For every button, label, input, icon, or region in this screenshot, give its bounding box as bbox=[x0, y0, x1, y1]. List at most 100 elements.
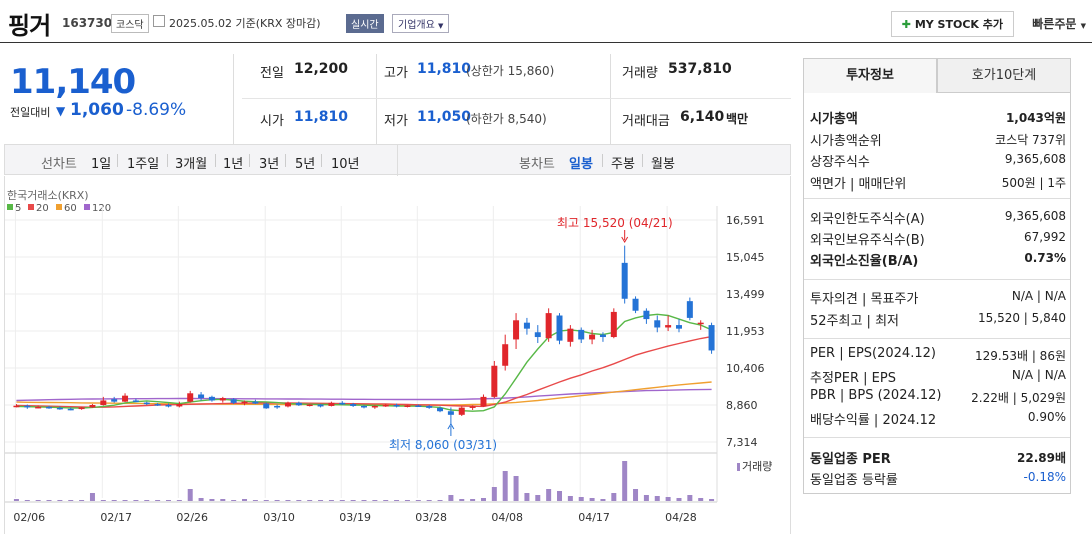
panel-divider bbox=[804, 279, 1070, 280]
volume-bar bbox=[578, 497, 584, 501]
quick-order-button[interactable]: 빠른주문 ▼ bbox=[1032, 15, 1086, 32]
ma-legend-label: 5 bbox=[15, 203, 21, 214]
invest-row-label: 투자의견 | 목표주가 bbox=[810, 292, 919, 307]
volume-bar bbox=[220, 499, 226, 501]
volume-bar bbox=[318, 500, 324, 501]
candle-body bbox=[437, 407, 444, 412]
x-tick-label: 04/17 bbox=[578, 511, 610, 524]
volume-bar bbox=[567, 496, 573, 501]
period-5y[interactable]: 5년 bbox=[295, 157, 316, 172]
tab-invest-info[interactable]: 투자정보 bbox=[803, 58, 937, 93]
volume-bar bbox=[350, 500, 356, 501]
candle-body bbox=[35, 406, 42, 409]
line-chart-label: 선차트 bbox=[41, 157, 77, 172]
panel-divider bbox=[804, 198, 1070, 199]
candle-body bbox=[361, 405, 367, 408]
volume-bar bbox=[133, 500, 139, 501]
divider bbox=[249, 154, 250, 167]
candle-body bbox=[469, 406, 476, 408]
x-tick-label: 02/06 bbox=[13, 511, 45, 524]
candle-body bbox=[697, 322, 704, 325]
volume-bar bbox=[491, 487, 497, 501]
y-tick-label: 15,045 bbox=[726, 251, 765, 264]
volume-bar bbox=[89, 493, 95, 501]
panel-divider bbox=[804, 338, 1070, 339]
candle-body bbox=[143, 402, 150, 405]
invest-row-label: PER | EPS(2024.12) bbox=[810, 346, 936, 361]
candle-body bbox=[502, 344, 509, 366]
low-annotation: 최저 8,060 (03/31) bbox=[389, 438, 497, 452]
amount-value: 6,140 bbox=[680, 109, 725, 125]
volume-bar bbox=[13, 499, 19, 501]
invest-row: 동일업종 PER 22.89배 bbox=[810, 448, 1066, 468]
volume-bar bbox=[328, 500, 334, 501]
company-overview-dropdown[interactable]: 기업개요 ▼ bbox=[392, 14, 450, 33]
volume-bar bbox=[79, 500, 85, 501]
chart-axes: 16,591 15,045 13,499 11,953 10,406 8,860 7,314… bbox=[5, 206, 765, 524]
volume-legend: 거래량 bbox=[742, 460, 772, 473]
date-text: 2025.05.02 기준(KRX 장마감) bbox=[169, 17, 321, 30]
candle-body bbox=[708, 325, 715, 351]
live-button[interactable]: 실시간 bbox=[346, 14, 384, 33]
candle-chart-label: 봉차트 bbox=[519, 157, 555, 172]
chart-source: 한국거래소(KRX) bbox=[7, 189, 89, 202]
tab-order-book[interactable]: 호가10단계 bbox=[937, 58, 1071, 93]
candle-body bbox=[404, 405, 411, 407]
invest-row-label: 52주최고 | 최저 bbox=[810, 313, 899, 329]
candle-body bbox=[610, 311, 617, 338]
volume-value: 537,810 bbox=[668, 61, 732, 77]
amount-label: 거래대금 bbox=[622, 114, 670, 129]
period-3y[interactable]: 3년 bbox=[259, 157, 280, 172]
ma-legend-label: 120 bbox=[92, 203, 111, 214]
invest-row: 외국인소진율(B/A) 0.73% bbox=[810, 250, 1066, 270]
x-tick-label: 03/28 bbox=[415, 511, 447, 524]
my-stock-add-button[interactable]: ✚ MY STOCK 추가 bbox=[890, 11, 1014, 37]
candle-body bbox=[13, 405, 20, 408]
down-arrow-icon: ▼ bbox=[56, 104, 66, 118]
candle-monthly[interactable]: 월봉 bbox=[651, 157, 675, 172]
period-1w[interactable]: 1주일 bbox=[127, 157, 160, 172]
candle-body bbox=[665, 325, 672, 328]
volume-bar bbox=[459, 499, 465, 501]
volume-bar bbox=[676, 498, 682, 501]
invest-row-value: 129.53배 | 86원 bbox=[974, 349, 1066, 363]
panel-divider bbox=[804, 437, 1070, 438]
volume-bar bbox=[231, 500, 237, 501]
invest-row-value: N/A | N/A bbox=[1011, 289, 1066, 303]
y-tick-label: 16,591 bbox=[726, 214, 765, 227]
period-1y[interactable]: 1년 bbox=[223, 157, 244, 172]
period-1d[interactable]: 1일 bbox=[91, 157, 112, 172]
volume-bar bbox=[24, 500, 30, 501]
period-10y[interactable]: 10년 bbox=[331, 157, 360, 172]
period-3m[interactable]: 3개월 bbox=[175, 157, 208, 172]
candle-body bbox=[393, 405, 400, 407]
candle-daily[interactable]: 일봉 bbox=[569, 157, 593, 172]
volume-bar bbox=[480, 498, 486, 501]
candle-body bbox=[556, 315, 563, 341]
candle-body bbox=[274, 405, 281, 408]
invest-row: 배당수익률 | 2024.12 0.90% bbox=[810, 409, 1066, 429]
candle-body bbox=[24, 405, 31, 408]
candle-body bbox=[621, 262, 628, 299]
price-chart[interactable]: 한국거래소(KRX) 5 20 60 120 16,591 15,045 13,499 11… bbox=[4, 176, 791, 534]
volume-bar bbox=[437, 500, 443, 501]
candle-body bbox=[46, 406, 53, 409]
volume-bar bbox=[111, 500, 117, 501]
volume-bar bbox=[57, 500, 63, 501]
current-price: 11,140 bbox=[10, 62, 136, 102]
volume-bar bbox=[546, 489, 552, 501]
invest-row: 시가총액 1,043억원 bbox=[810, 108, 1066, 128]
volume-bar bbox=[252, 500, 258, 501]
volume-bar bbox=[165, 500, 171, 501]
volume-bar bbox=[100, 500, 106, 501]
volume-bar bbox=[611, 493, 617, 501]
y-tick-label: 10,406 bbox=[726, 362, 765, 375]
header-divider bbox=[0, 42, 1092, 43]
volume-legend-swatch bbox=[737, 463, 740, 471]
low-arrow-head bbox=[447, 423, 455, 430]
candle-body bbox=[632, 298, 639, 311]
candle-weekly[interactable]: 주봉 bbox=[611, 157, 635, 172]
invest-row-label: 동일업종 PER bbox=[810, 452, 891, 467]
invest-row-label: 외국인보유주식수(B) bbox=[810, 233, 925, 248]
candle-body bbox=[122, 395, 129, 402]
